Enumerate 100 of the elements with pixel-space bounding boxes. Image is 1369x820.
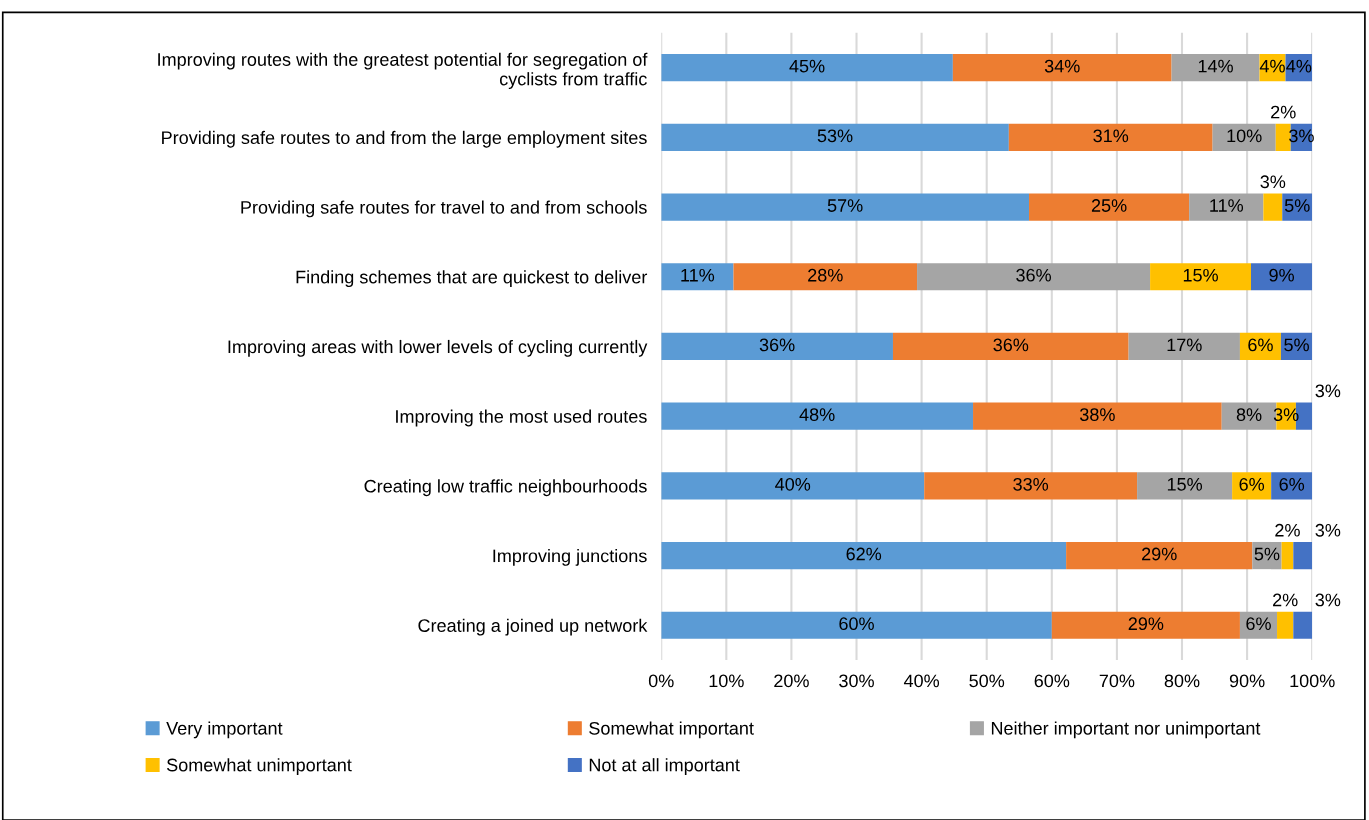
- data-label: 2%: [1275, 523, 1300, 537]
- data-label: 29%: [1128, 617, 1164, 631]
- bar: [661, 402, 974, 430]
- x-tick-label: 20%: [774, 674, 809, 688]
- data-label: 36%: [993, 338, 1029, 352]
- data-label: 15%: [1167, 477, 1203, 491]
- data-label: 62%: [846, 547, 882, 561]
- data-label: 33%: [1013, 477, 1049, 491]
- bar: [1212, 123, 1276, 151]
- data-label: 15%: [1183, 268, 1218, 282]
- bar: [1137, 472, 1233, 500]
- x-tick-label: 30%: [839, 674, 874, 688]
- bar: [1171, 54, 1260, 82]
- x-tick-label: 40%: [903, 674, 940, 688]
- x-tick-label: 10%: [709, 674, 744, 688]
- data-label: 2%: [1271, 105, 1296, 119]
- bar: [1066, 541, 1253, 570]
- data-label: 3%: [1315, 593, 1341, 607]
- legend-label: Somewhat unimportant: [166, 758, 352, 775]
- y-tick-label: Improving the most used routes: [396, 409, 647, 427]
- data-label: 14%: [1198, 59, 1233, 73]
- bar: [661, 541, 1067, 570]
- bar: [733, 263, 918, 291]
- data-label: 36%: [1016, 268, 1051, 282]
- bar: [917, 263, 1151, 291]
- data-label: 17%: [1167, 338, 1202, 352]
- data-label: 38%: [1079, 408, 1115, 421]
- bar: [952, 54, 1172, 82]
- legend-label: Very important: [166, 721, 283, 739]
- y-tick-label: Improving junctions: [493, 549, 647, 566]
- data-label: 9%: [1269, 268, 1294, 282]
- y-tick-label: Creating low traffic neighbourhoods: [364, 479, 647, 497]
- bar: [1029, 193, 1190, 221]
- x-tick-label: 90%: [1229, 674, 1265, 688]
- data-label: 45%: [789, 59, 825, 73]
- data-label: 11%: [681, 268, 715, 282]
- bar: [1128, 332, 1240, 361]
- data-label: 6%: [1239, 477, 1265, 491]
- bar: [1271, 472, 1313, 500]
- x-tick-label: 70%: [1099, 674, 1135, 688]
- data-label: 6%: [1246, 617, 1271, 631]
- x-tick-label: 100%: [1290, 674, 1335, 688]
- bar: [1008, 123, 1213, 151]
- bar: [661, 332, 893, 361]
- x-tick-label: 0%: [648, 674, 674, 688]
- bar: [1051, 611, 1240, 639]
- y-tick-label: Finding schemes that are quickest to deliver: [296, 270, 648, 288]
- bar: [1293, 541, 1313, 570]
- data-label: 5%: [1254, 547, 1280, 561]
- data-label: 5%: [1284, 338, 1309, 352]
- data-label: 3%: [1260, 175, 1286, 189]
- y-tick-label: Improving routes with the greatest potential for segregation of cyclists from traffic: [158, 52, 648, 89]
- data-label: 57%: [827, 199, 863, 212]
- legend-label: Neither important nor unimportant: [991, 721, 1261, 739]
- y-tick-label: Creating a joined up network: [418, 618, 648, 636]
- bar: [1150, 263, 1251, 291]
- data-label: 48%: [799, 408, 835, 421]
- data-label: 4%: [1286, 59, 1312, 73]
- data-label: 6%: [1279, 477, 1305, 491]
- data-label: 28%: [808, 268, 843, 282]
- legend-label: Not at all important: [589, 758, 740, 775]
- x-tick-label: 80%: [1164, 674, 1200, 688]
- data-label: 29%: [1142, 547, 1177, 561]
- data-label: 5%: [1284, 199, 1310, 212]
- data-label: 6%: [1248, 338, 1273, 352]
- y-tick-label: Providing safe routes to and from the large employment sites: [162, 130, 647, 148]
- bar: [1251, 263, 1313, 291]
- data-label: 40%: [775, 477, 811, 491]
- data-label: 8%: [1236, 408, 1262, 421]
- data-label: 2%: [1273, 593, 1298, 607]
- bar: [924, 472, 1138, 500]
- data-label: 11%: [1210, 199, 1244, 212]
- bar: [1252, 541, 1282, 570]
- data-label: 10%: [1227, 129, 1262, 143]
- bar: [973, 402, 1222, 430]
- bar: [1239, 332, 1281, 361]
- data-label: 31%: [1093, 129, 1129, 143]
- data-label: 53%: [817, 129, 853, 143]
- data-label: 3%: [1315, 523, 1341, 537]
- bar: [1293, 611, 1313, 639]
- bar: [661, 611, 1052, 639]
- data-label: 34%: [1044, 59, 1080, 73]
- y-tick-label: Improving areas with lower levels of cycling currently: [228, 339, 648, 357]
- bar: [1189, 193, 1264, 221]
- bar: [661, 263, 734, 291]
- data-label: 60%: [839, 617, 874, 631]
- bar: [661, 54, 953, 82]
- bar: [661, 472, 925, 500]
- legend-label: Somewhat important: [589, 721, 754, 739]
- data-label: 4%: [1259, 59, 1285, 73]
- y-tick-label: Providing safe routes for travel to and from schools: [241, 200, 647, 218]
- x-tick-label: 60%: [1034, 674, 1070, 688]
- data-label: 36%: [759, 338, 795, 352]
- data-label: 3%: [1315, 384, 1341, 398]
- x-tick-label: 50%: [969, 674, 1005, 688]
- bar: [661, 123, 1009, 151]
- bar: [661, 193, 1030, 221]
- bar: [1282, 193, 1313, 221]
- data-label: 25%: [1091, 199, 1127, 212]
- bar: [892, 332, 1129, 361]
